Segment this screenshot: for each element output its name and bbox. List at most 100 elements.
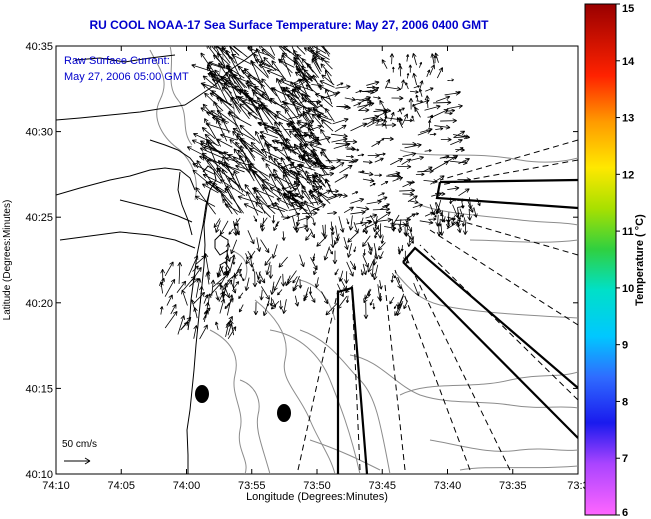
current-vector (350, 210, 366, 215)
current-vector (199, 140, 219, 152)
current-vector (309, 143, 327, 151)
current-vector (368, 87, 380, 94)
current-vector (216, 266, 221, 277)
current-vector (317, 191, 331, 204)
current-vector (273, 275, 282, 292)
current-vector (304, 215, 310, 233)
current-vector (292, 101, 310, 111)
current-vector (302, 210, 318, 216)
current-vector (353, 263, 357, 269)
current-vector (223, 82, 237, 105)
current-vector (199, 324, 208, 340)
current-vector (405, 219, 413, 232)
current-vector (261, 157, 284, 170)
current-vector (416, 99, 423, 103)
current-vector (250, 141, 268, 159)
current-vector (233, 225, 240, 236)
current-vector (283, 127, 298, 133)
current-vector (253, 53, 269, 78)
y-tick-label: 40:30 (25, 127, 53, 139)
current-vector (205, 272, 211, 285)
current-vector (190, 299, 196, 312)
current-vector (308, 160, 322, 168)
current-vector (227, 323, 233, 336)
current-vector (366, 80, 380, 86)
current-vector (330, 133, 348, 139)
current-vector (362, 235, 371, 247)
current-vector (206, 66, 226, 89)
current-vector (216, 97, 232, 106)
current-vector (363, 290, 370, 304)
current-vector (385, 78, 391, 89)
current-vector (419, 220, 434, 225)
colorbar-tick-label: 6 (622, 507, 628, 519)
current-vector (247, 46, 271, 57)
overlay-current-label: Raw Surface Current: (64, 55, 170, 67)
current-vector (297, 155, 314, 166)
colorbar-tick-label: 7 (622, 453, 628, 465)
current-vector (447, 78, 455, 82)
colorbar-tick-label: 12 (622, 169, 634, 181)
current-vector (239, 103, 258, 120)
current-vector (240, 275, 245, 282)
current-vector (219, 220, 229, 236)
station-marker-south (277, 404, 291, 422)
current-vector (402, 151, 417, 157)
surface-current-vectors (159, 46, 481, 340)
current-vector (356, 206, 370, 211)
current-vector (311, 46, 327, 54)
current-vector (334, 174, 349, 183)
current-vector (235, 141, 254, 167)
current-vector (213, 101, 223, 117)
current-vector (325, 303, 338, 316)
current-vector (238, 304, 244, 313)
current-vector (183, 275, 196, 291)
current-vector (373, 243, 379, 260)
current-vector (380, 181, 389, 186)
current-vector (397, 65, 403, 77)
current-vector (345, 146, 355, 151)
current-vector (209, 282, 222, 296)
current-vector (258, 121, 280, 130)
current-vector (234, 217, 241, 227)
current-vector (258, 272, 266, 284)
current-vector (274, 201, 284, 217)
current-vector (379, 251, 384, 260)
current-vector (270, 300, 280, 310)
current-vector (202, 173, 222, 184)
current-vector (405, 54, 410, 62)
current-vector (360, 217, 364, 225)
current-vector (435, 127, 444, 131)
current-vector (207, 159, 222, 179)
current-vector (278, 300, 283, 310)
current-vector (272, 87, 282, 104)
current-vector (373, 96, 381, 100)
current-vector (363, 302, 369, 320)
colorbar-tick-label: 10 (622, 283, 634, 295)
current-vector (434, 124, 451, 130)
current-vector (329, 189, 339, 194)
current-vector (319, 166, 334, 171)
current-vector (321, 291, 329, 305)
current-vector (335, 84, 351, 90)
current-vector (378, 293, 383, 302)
current-vector (299, 75, 314, 86)
current-vector (348, 215, 354, 231)
current-vector (307, 99, 322, 105)
current-vector (289, 169, 301, 184)
current-vector (334, 124, 347, 133)
current-vector (390, 111, 395, 122)
current-vector (339, 164, 353, 174)
current-vector (283, 46, 291, 53)
station-marker-north (195, 385, 209, 403)
colorbar-tick-label: 8 (622, 396, 628, 408)
current-vector (369, 298, 374, 306)
current-vector (266, 300, 270, 307)
current-vector (451, 215, 455, 226)
current-vector (369, 183, 376, 187)
current-vector (177, 315, 186, 335)
colorbar-tick-label: 14 (622, 56, 635, 68)
current-vector (389, 296, 395, 305)
current-vector (300, 201, 318, 210)
current-vector (250, 59, 262, 84)
